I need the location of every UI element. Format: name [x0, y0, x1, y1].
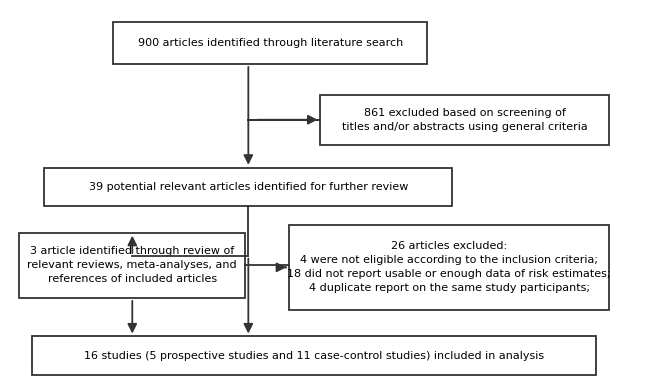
FancyBboxPatch shape — [289, 225, 609, 310]
FancyBboxPatch shape — [114, 22, 427, 64]
FancyBboxPatch shape — [320, 95, 609, 145]
Text: 900 articles identified through literature search: 900 articles identified through literatu… — [138, 38, 403, 48]
FancyBboxPatch shape — [20, 233, 245, 298]
Text: 39 potential relevant articles identified for further review: 39 potential relevant articles identifie… — [88, 182, 408, 192]
FancyBboxPatch shape — [32, 336, 597, 375]
Text: 861 excluded based on screening of
titles and/or abstracts using general criteri: 861 excluded based on screening of title… — [342, 108, 588, 132]
Text: 3 article identified through review of
relevant reviews, meta-analyses, and
refe: 3 article identified through review of r… — [27, 247, 237, 284]
FancyBboxPatch shape — [44, 168, 452, 206]
Text: 26 articles excluded:
4 were not eligible according to the inclusion criteria;
1: 26 articles excluded: 4 were not eligibl… — [287, 241, 611, 293]
Text: 16 studies (5 prospective studies and 11 case-control studies) included in analy: 16 studies (5 prospective studies and 11… — [84, 350, 544, 361]
